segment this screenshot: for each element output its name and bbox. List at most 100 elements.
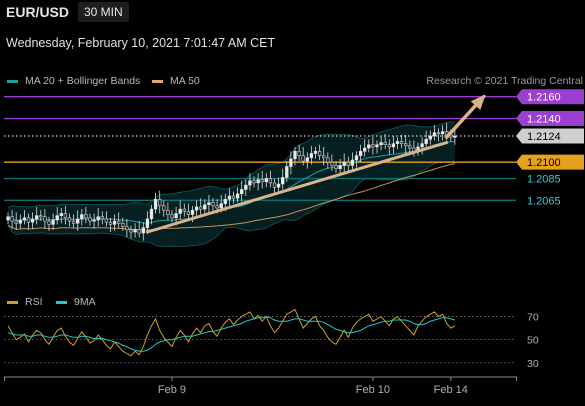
candle — [43, 209, 47, 229]
price-tag-1.2124: 1.2124 — [516, 128, 584, 144]
candle — [10, 210, 14, 229]
bollinger-upper — [7, 121, 455, 209]
candle — [199, 198, 203, 215]
candle — [35, 206, 39, 225]
price-tags: 1.2160 1.2140 1.2124 1.2100 1.2085 1.2065 — [516, 89, 584, 207]
candle — [313, 146, 318, 159]
legend-rsi: RSI — [7, 296, 43, 308]
candle — [395, 137, 400, 150]
candle — [207, 194, 211, 213]
candle — [194, 200, 199, 217]
candle — [112, 214, 117, 231]
candle — [145, 211, 150, 235]
price-tag-box — [516, 128, 584, 144]
candle — [231, 191, 236, 204]
candle — [227, 188, 232, 206]
candle — [399, 134, 404, 148]
candle — [125, 218, 129, 238]
candle — [108, 217, 113, 232]
legend-rsi-label: RSI — [25, 296, 43, 308]
symbol-title: EUR/USD — [6, 4, 70, 20]
candle — [305, 152, 309, 169]
candle — [84, 206, 88, 224]
rsi-tick-label: 30 — [527, 358, 539, 370]
price-tag-label: 1.2160 — [527, 92, 561, 104]
candle — [350, 152, 355, 170]
candle — [428, 130, 432, 145]
candle — [203, 199, 207, 214]
legend-ma50-label: MA 50 — [170, 75, 200, 87]
candle — [26, 213, 31, 230]
candle — [170, 210, 174, 223]
candle — [317, 144, 322, 160]
rsi-9ma-line — [7, 316, 456, 352]
candle — [6, 212, 10, 225]
ma50-line — [7, 163, 456, 231]
timeframe-badge[interactable]: 30 MIN — [78, 2, 129, 22]
candle — [379, 136, 383, 151]
price-tag-1.2085: 1.2085 — [527, 174, 561, 186]
x-tick-label: Feb 9 — [158, 384, 186, 396]
candle — [59, 208, 63, 224]
candle — [285, 161, 289, 182]
candle — [137, 221, 141, 238]
candle — [301, 146, 305, 166]
candle — [235, 187, 240, 203]
candle — [96, 208, 100, 227]
candle — [309, 145, 314, 165]
legend-ma20: MA 20 + Bollinger Bands — [7, 75, 140, 87]
candle — [371, 137, 375, 155]
candle — [424, 130, 428, 151]
price-levels — [4, 96, 516, 202]
price-tag-label: 1.2100 — [527, 157, 561, 169]
rsi-panel: 70 50 30 — [4, 308, 539, 370]
candle — [322, 146, 326, 166]
rsi-tick-label: 70 — [527, 312, 539, 324]
candle — [51, 213, 55, 230]
candle — [289, 151, 293, 175]
bollinger-lower — [7, 160, 455, 247]
legend-ma50: MA 50 — [152, 75, 200, 87]
x-tick-label: Feb 14 — [434, 384, 468, 396]
candle — [162, 200, 166, 217]
rsi-tick-label: 50 — [527, 335, 539, 347]
legend-ma20-swatch — [7, 79, 18, 83]
candle — [92, 213, 96, 229]
candle — [334, 161, 338, 174]
candle — [383, 133, 387, 150]
candle — [420, 137, 424, 155]
candle — [436, 128, 441, 142]
legend-ma20-label: MA 20 + Bollinger Bands — [25, 75, 141, 87]
price-tag-label: 1.2140 — [527, 114, 561, 126]
legend-rsi-swatch — [7, 300, 18, 304]
candle — [260, 170, 264, 189]
price-tag-label: 1.2124 — [527, 131, 561, 143]
candle — [30, 212, 35, 229]
candle — [404, 134, 408, 154]
candle — [293, 146, 297, 166]
candle — [244, 179, 248, 196]
candle — [248, 173, 252, 191]
candle — [71, 214, 76, 228]
candle — [256, 173, 260, 191]
candle — [440, 125, 445, 141]
support-trend-line — [145, 141, 449, 234]
price-tag-1.2160: 1.2160 — [516, 89, 584, 105]
candle — [80, 209, 84, 226]
candle — [358, 144, 363, 163]
rsi-line — [7, 308, 456, 357]
candle — [76, 210, 80, 231]
candle — [14, 212, 18, 230]
price-tag-1.2100: 1.2100 — [516, 154, 584, 170]
candle — [121, 217, 125, 231]
legend-9ma: 9MA — [56, 296, 96, 308]
candle — [88, 213, 92, 226]
candle — [211, 198, 215, 213]
price-tag-box — [516, 111, 584, 127]
candle — [186, 203, 191, 219]
candle — [104, 211, 109, 227]
candle — [276, 177, 281, 194]
candle — [363, 139, 367, 157]
price-tag-label: 1.2065 — [527, 195, 561, 207]
